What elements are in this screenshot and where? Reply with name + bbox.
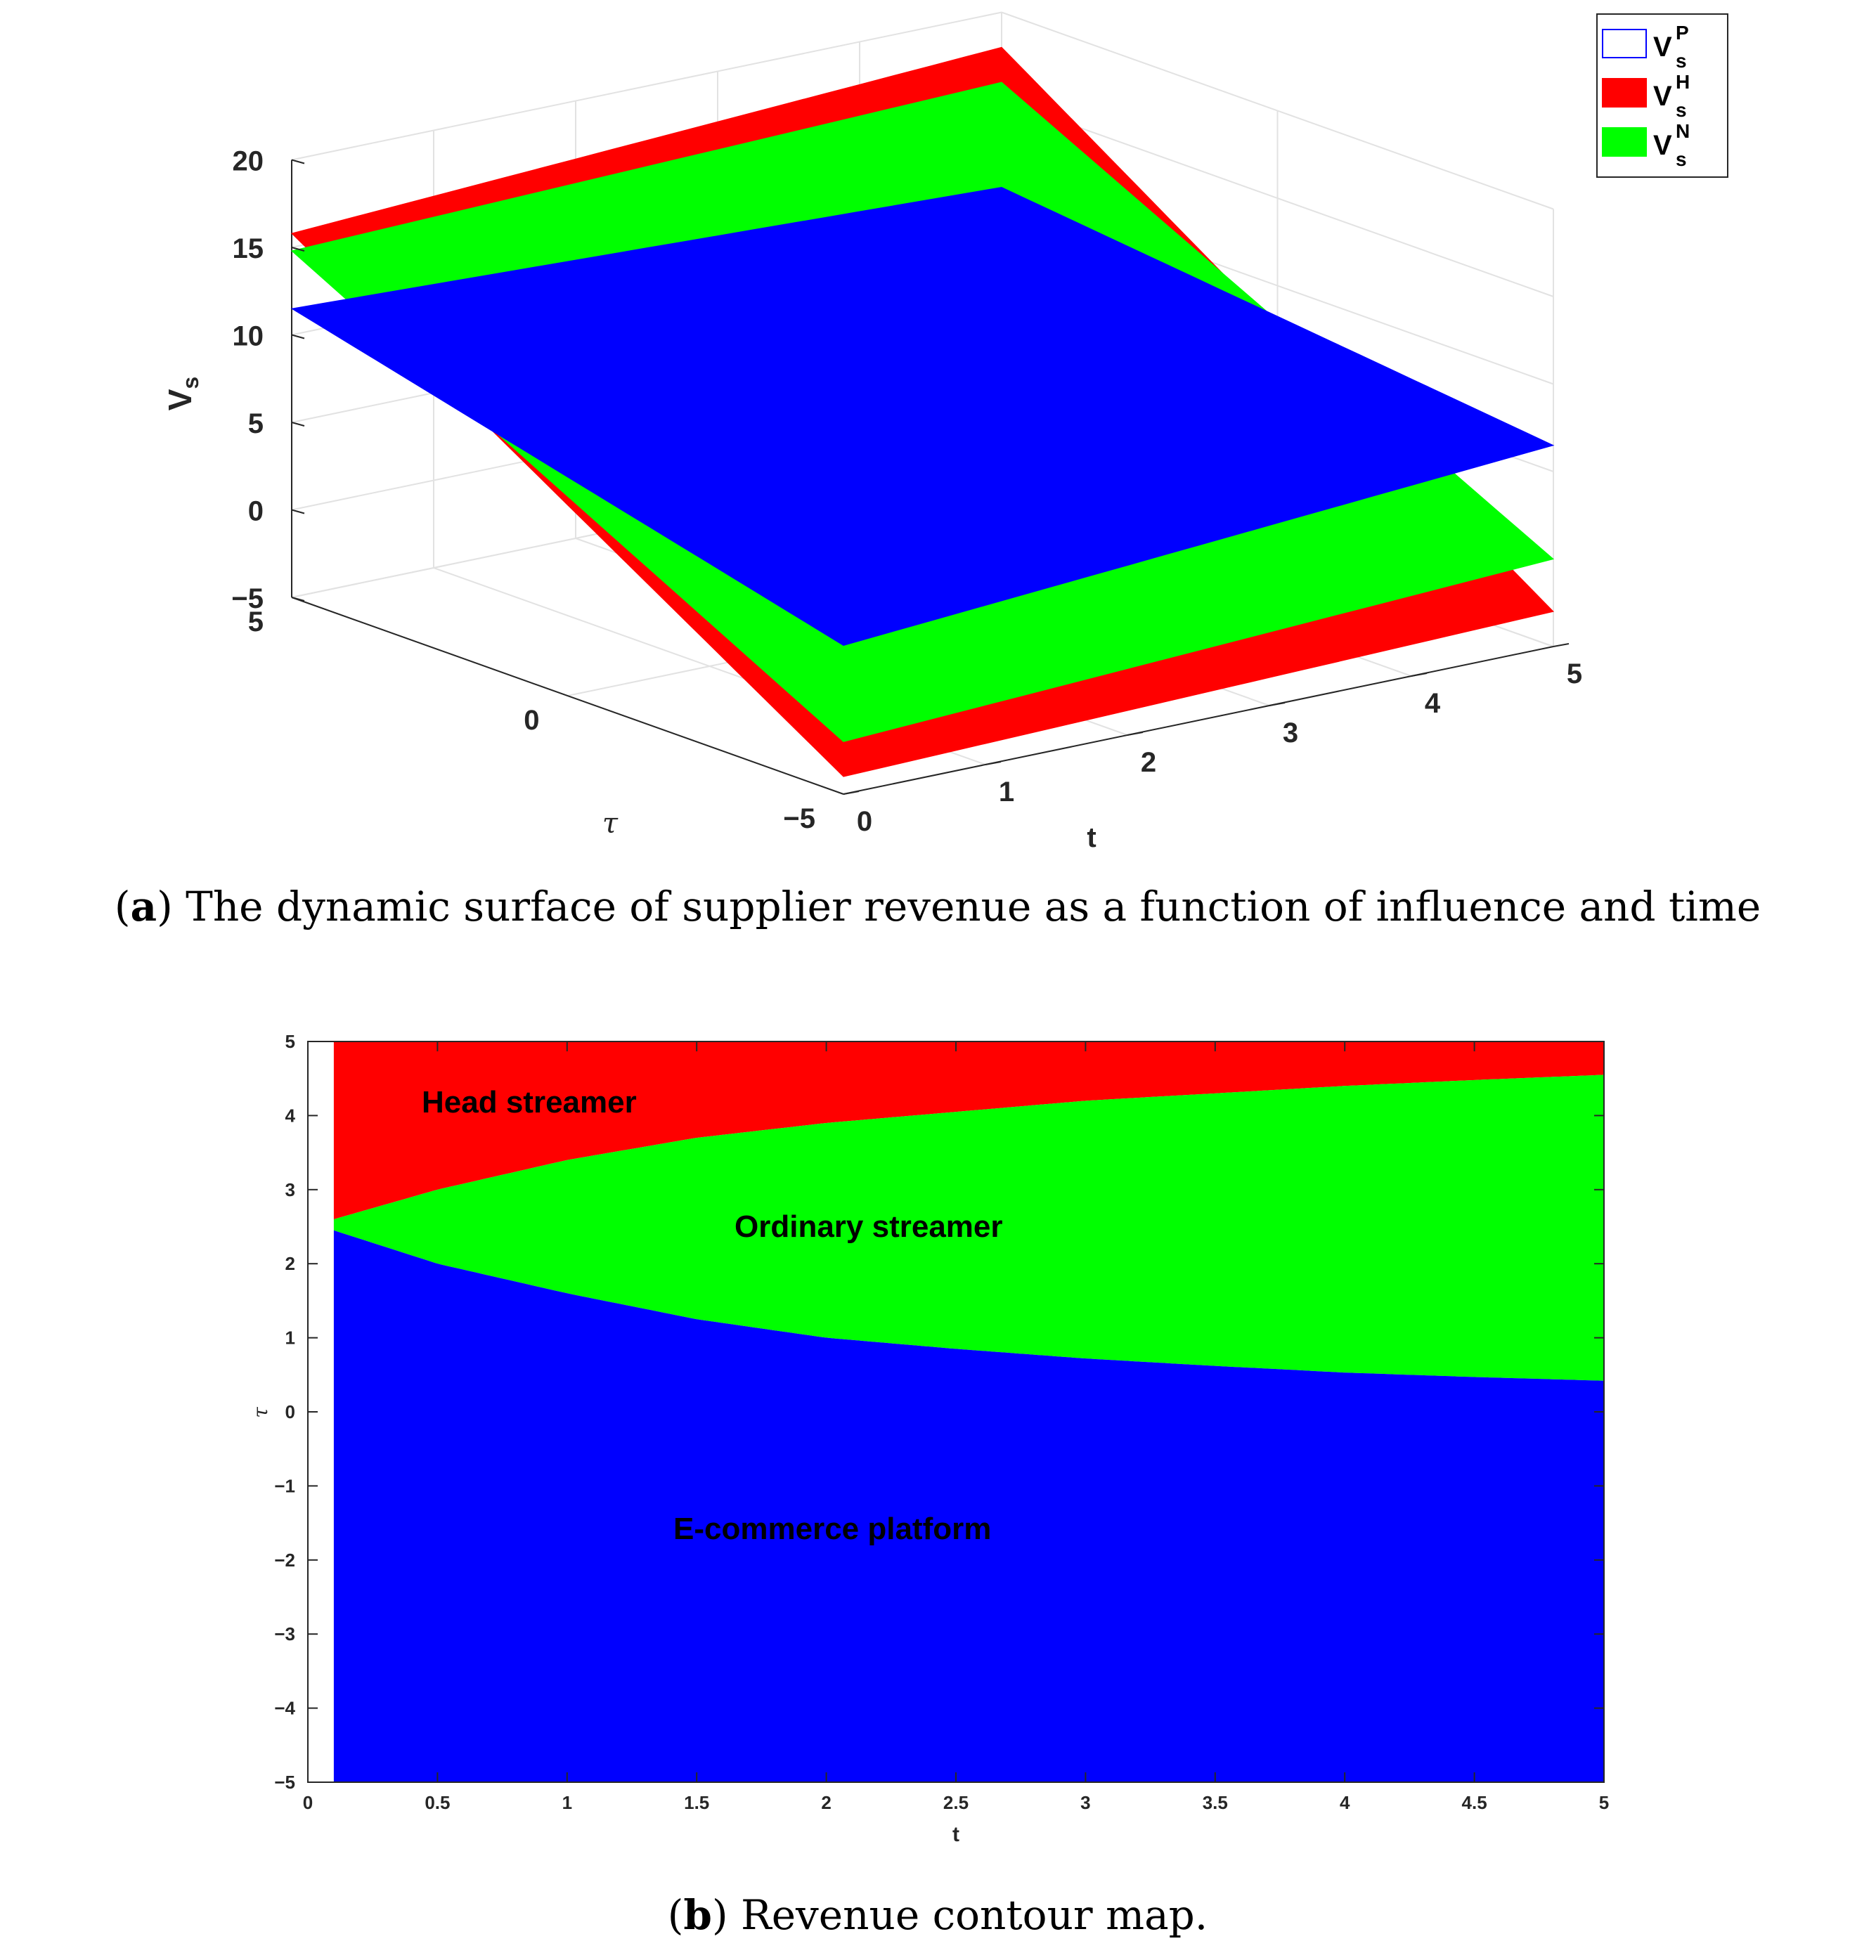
legend-sub-vsn: s xyxy=(1676,148,1687,170)
panel-b-x-tick-label: 3 xyxy=(1080,1792,1090,1813)
t-tick-mark xyxy=(1127,732,1144,736)
z-axis-label: Vs xyxy=(162,377,203,410)
surface-vsp xyxy=(290,186,1555,646)
panel-b-y-tick-label: −2 xyxy=(274,1550,295,1571)
panel-b-y-tick-label: −5 xyxy=(274,1772,295,1793)
caption-b-text: Revenue contour map. xyxy=(728,1891,1208,1939)
panel-b-x-tick-label: 4 xyxy=(1340,1792,1350,1813)
caption-b: (b) Revenue contour map. xyxy=(668,1891,1208,1939)
z-tick-mark xyxy=(291,247,305,252)
grid-line-z xyxy=(291,11,1002,161)
z-axis-label-sub: s xyxy=(178,377,203,389)
legend-sup-vsp: P xyxy=(1676,22,1689,44)
y-axis-label: τ xyxy=(602,807,619,840)
z-axis-label-base: V xyxy=(162,389,198,410)
legend-label-vsn: V xyxy=(1653,130,1672,161)
t-tick-mark xyxy=(1269,702,1286,706)
panel-b-y-tick-label: 0 xyxy=(285,1401,295,1422)
legend-swatch-vsn xyxy=(1602,127,1647,157)
legend: V P s V H s V N s xyxy=(1596,13,1728,178)
caption-a: (a) The dynamic surface of supplier reve… xyxy=(115,883,1761,930)
panel-b-x-tick-label: 1 xyxy=(562,1792,572,1813)
legend-label-vsh: V xyxy=(1653,81,1672,112)
panel-b-y-tick-label: 3 xyxy=(285,1179,295,1200)
panel-b-y-tick-label: 1 xyxy=(285,1328,295,1349)
tau-tick-label: 5 xyxy=(248,606,264,637)
legend-swatch-vsp xyxy=(1602,29,1647,58)
panel-b-y-tick-label: −1 xyxy=(274,1475,295,1496)
tau-tick-label: 0 xyxy=(524,705,539,736)
x-axis-label: t xyxy=(1087,822,1096,853)
t-tick-mark xyxy=(843,791,860,795)
panel-b-x-tick-label: 0.5 xyxy=(425,1792,450,1813)
panel-b-y-tick-label: 5 xyxy=(285,1031,295,1052)
t-tick-label: 5 xyxy=(1567,658,1582,689)
z-tick-label: 5 xyxy=(248,408,264,439)
t-tick-label: 4 xyxy=(1425,688,1441,719)
panel-b-x-tick-label: 4.5 xyxy=(1462,1792,1487,1813)
z-tick-label: 0 xyxy=(248,496,264,527)
legend-sup-vsn: N xyxy=(1676,120,1690,142)
panel-a-surfaces xyxy=(290,46,1555,777)
t-tick-mark xyxy=(1411,673,1428,677)
panel-b-x-tick-label: 1.5 xyxy=(684,1792,709,1813)
panel-b-y-tick-label: −3 xyxy=(274,1623,295,1644)
panel-b-y-axis-label: τ xyxy=(249,1407,272,1418)
legend-entry-vsp: V P s xyxy=(1602,22,1689,72)
panel-b-x-axis-label: t xyxy=(952,1823,959,1846)
t-tick-mark xyxy=(985,761,1002,765)
panel-b-x-tick-label: 5 xyxy=(1599,1792,1609,1813)
t-axis-line xyxy=(843,646,1554,795)
t-tick-mark xyxy=(1553,643,1570,647)
z-tick-mark xyxy=(291,597,305,602)
panel-b-x-tick-label: 2.5 xyxy=(943,1792,969,1813)
panel-b-ticks: 0 0.5 1 1.5 2 2.5 3 3.5 4 4.5 5 5 4 3 2 1 0 −1 −2 −3 −4 −5 xyxy=(274,1031,1609,1813)
tau-tick-label: −5 xyxy=(783,803,815,834)
panel-a-axes-box xyxy=(291,160,1554,795)
legend-sub-vsh: s xyxy=(1676,99,1687,121)
caption-b-label: b xyxy=(683,1891,712,1939)
panel-b-x-tick-label: 3.5 xyxy=(1203,1792,1228,1813)
legend-label-vsp: V xyxy=(1653,32,1672,63)
z-tick-label: 15 xyxy=(233,233,264,264)
panel-b-y-tick-label: −4 xyxy=(274,1698,295,1719)
t-tick-label: 2 xyxy=(1141,747,1156,778)
region-ordinary-streamer xyxy=(333,1075,1604,1381)
region-label-ordinary: Ordinary streamer xyxy=(735,1209,1003,1244)
panel-b-y-tick-label: 2 xyxy=(285,1253,295,1274)
z-tick-label: −5 xyxy=(231,583,264,614)
legend-sup-vsh: H xyxy=(1676,71,1690,93)
t-tick-label: 3 xyxy=(1283,718,1298,748)
region-ecommerce-platform xyxy=(333,1230,1604,1782)
region-label-head: Head streamer xyxy=(422,1085,637,1119)
z-tick-mark xyxy=(291,334,305,339)
region-head-streamer xyxy=(333,1041,1604,1219)
t-tick-label: 1 xyxy=(999,777,1014,807)
z-tick-mark xyxy=(291,159,305,164)
panel-b-regions xyxy=(333,1041,1604,1782)
legend-entry-vsh: V H s xyxy=(1602,71,1690,121)
z-tick-mark xyxy=(291,509,305,514)
legend-sub-vsp: s xyxy=(1676,50,1687,72)
panel-b-contour-map: 0 0.5 1 1.5 2 2.5 3 3.5 4 4.5 5 5 4 3 2 1 0 −1 −2 −3 −4 −5 He… xyxy=(249,1031,1609,1939)
t-tick-label: 0 xyxy=(857,806,872,837)
legend-entry-vsn: V N s xyxy=(1602,120,1690,170)
caption-a-text: The dynamic surface of supplier revenue … xyxy=(173,883,1761,930)
tau-axis-line xyxy=(291,597,844,795)
z-tick-mark xyxy=(291,422,305,427)
region-label-platform: E-commerce platform xyxy=(673,1512,991,1546)
panel-b-y-tick-label: 4 xyxy=(285,1105,296,1126)
z-tick-label: 20 xyxy=(233,146,264,177)
z-tick-label: 10 xyxy=(233,321,264,352)
caption-a-label: a xyxy=(130,883,157,930)
panel-b-x-tick-label: 0 xyxy=(303,1792,313,1813)
panel-b-x-tick-label: 2 xyxy=(821,1792,831,1813)
legend-swatch-vsh xyxy=(1602,78,1647,108)
